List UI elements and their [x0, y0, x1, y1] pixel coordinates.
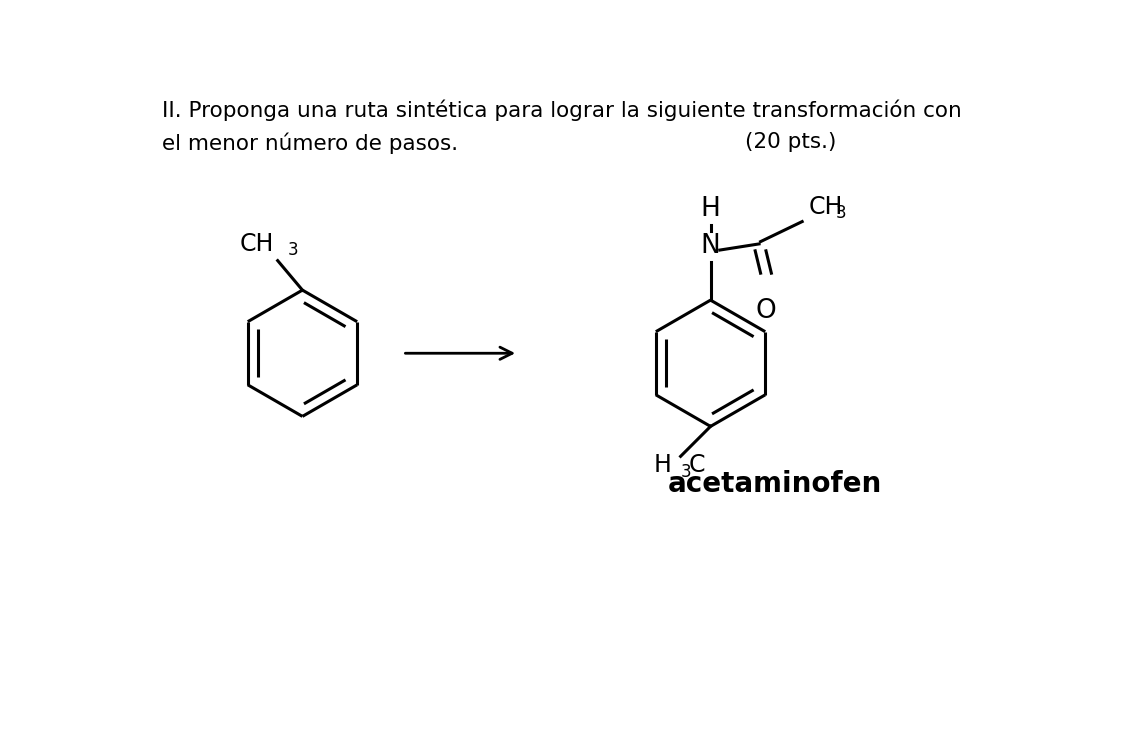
Text: N: N	[701, 234, 720, 259]
Text: acetaminofen: acetaminofen	[668, 469, 882, 498]
Text: el menor número de pasos.: el menor número de pasos.	[161, 132, 458, 154]
Text: H: H	[653, 453, 671, 477]
Text: 3: 3	[288, 241, 298, 259]
Text: H: H	[701, 196, 720, 222]
Text: (20 pts.): (20 pts.)	[745, 132, 837, 153]
Text: 3: 3	[680, 463, 692, 480]
Text: O: O	[755, 298, 777, 324]
Text: CH: CH	[239, 232, 273, 256]
Text: C: C	[688, 453, 705, 477]
Text: II. Proponga una ruta sintética para lograr la siguiente transformación con: II. Proponga una ruta sintética para log…	[161, 99, 962, 120]
Text: CH: CH	[809, 194, 843, 218]
Text: 3: 3	[836, 204, 847, 223]
